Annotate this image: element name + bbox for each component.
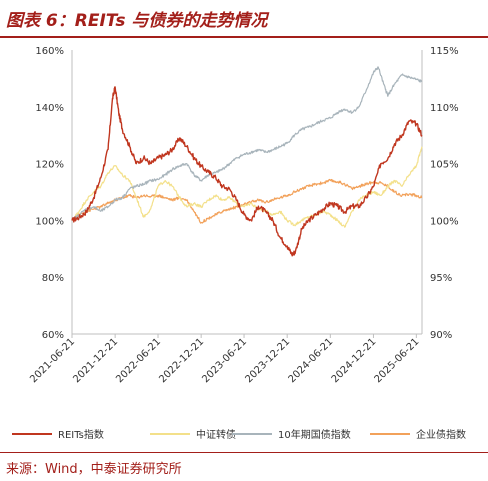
y-left-tick-label: 60%: [42, 330, 64, 341]
y-left-tick-label: 160%: [35, 46, 64, 57]
figure-title: 图表 6：REITs 与债券的走势情况: [6, 11, 268, 31]
x-tick-label: 2023-12-21: [243, 336, 292, 385]
x-tick-label: 2025-06-21: [373, 336, 422, 385]
x-tick-label: 2022-12-21: [157, 336, 206, 385]
chart-legend: REITs指数 中证转债 10年期国债指数 企业债指数: [12, 428, 466, 441]
y-right-tick-label: 90%: [430, 330, 452, 341]
y-left-tick-label: 120%: [35, 160, 64, 171]
title-divider: [0, 36, 488, 38]
x-tick-label: 2022-06-21: [114, 336, 163, 385]
series-line-1: [71, 146, 423, 228]
figure-header: 图表 6：REITs 与债券的走势情况: [0, 0, 488, 36]
y-left-tick-label: 80%: [42, 273, 64, 284]
x-tick-label: 2024-12-21: [330, 336, 379, 385]
legend-label: REITs指数: [58, 428, 104, 441]
y-right-tick-label: 115%: [430, 46, 459, 57]
x-tick-label: 2024-06-21: [287, 336, 336, 385]
y-left-tick-label: 140%: [35, 103, 64, 114]
y-right-tick-label: 95%: [430, 273, 452, 284]
x-tick-label: 2021-12-21: [71, 336, 120, 385]
series-line-2: [71, 66, 423, 221]
x-tick-label: 2021-06-21: [28, 336, 77, 385]
x-tick-label: 2023-06-21: [200, 336, 249, 385]
series-line-0: [71, 86, 423, 257]
chart-series: [71, 66, 423, 257]
source-divider: [0, 452, 488, 453]
legend-label: 10年期国债指数: [278, 428, 351, 441]
y-right-tick-label: 100%: [430, 216, 459, 227]
legend-label: 中证转债: [196, 428, 236, 441]
legend-label: 企业债指数: [416, 428, 466, 441]
chart-axes: 60% 80% 100% 120% 140% 160% 90% 95% 100% 105% 110%…: [28, 46, 458, 385]
series-line-3: [71, 178, 423, 224]
y-left-tick-label: 100%: [35, 216, 64, 227]
chart: 60% 80% 100% 120% 140% 160% 90% 95% 100% 105% 110%…: [12, 46, 466, 441]
source-note: 来源：Wind，中泰证券研究所: [6, 462, 182, 477]
y-right-tick-label: 105%: [430, 160, 459, 171]
y-right-tick-label: 110%: [430, 103, 459, 114]
